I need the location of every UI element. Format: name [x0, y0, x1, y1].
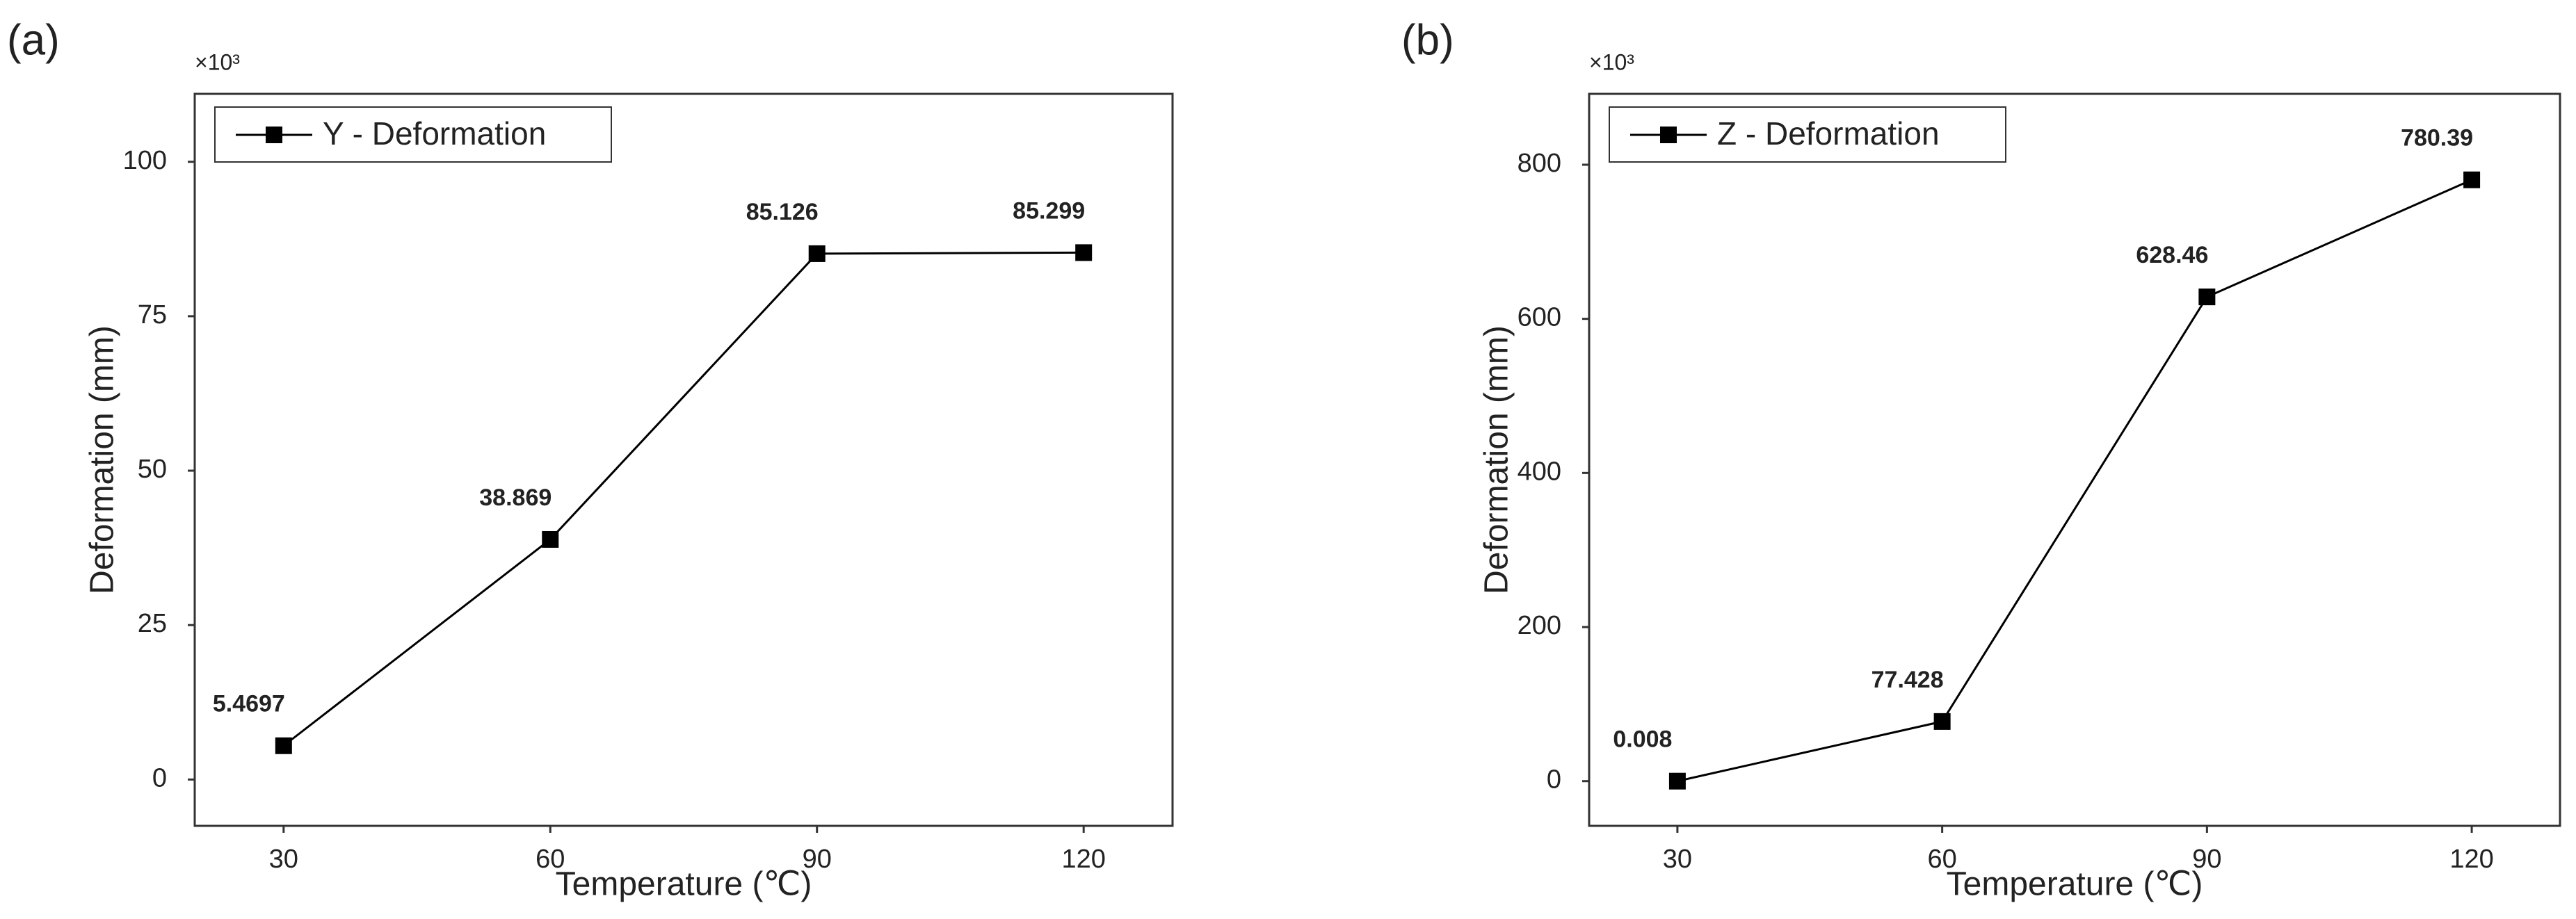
y-tick-label: 800: [1518, 149, 1561, 178]
data-marker: [1933, 713, 1951, 730]
axis-multiplier: ×10³: [195, 49, 240, 74]
data-marker: [275, 737, 292, 754]
data-marker: [542, 530, 559, 548]
panel-label: (b): [1401, 16, 1454, 64]
x-tick-label: 30: [1663, 845, 1692, 874]
legend-marker: [266, 127, 282, 143]
y-tick-label: 75: [138, 300, 167, 330]
plot-frame: [1588, 92, 2561, 827]
y-tick-label: 25: [138, 609, 167, 638]
data-label: 0.008: [1613, 726, 1672, 753]
data-label: 780.39: [2401, 125, 2473, 152]
x-tick-label: 90: [2192, 845, 2221, 874]
data-line: [282, 251, 1084, 747]
x-axis-label: Temperature (℃): [556, 866, 812, 903]
legend-label: Z - Deformation: [1717, 115, 1940, 152]
x-tick-label: 90: [803, 845, 832, 874]
y-tick-label: 0: [152, 763, 167, 792]
y-tick-label: 400: [1518, 457, 1561, 486]
data-marker: [2463, 171, 2481, 188]
x-tick-label: 60: [1927, 845, 1956, 874]
data-marker: [1075, 244, 1093, 261]
data-line: [1677, 179, 2472, 783]
data-label: 77.428: [1871, 667, 1944, 693]
panel-label: (a): [7, 16, 60, 64]
data-marker: [808, 245, 826, 262]
data-label: 5.4697: [213, 691, 285, 717]
legend-label: Y - Deformation: [323, 115, 546, 152]
data-label: 628.46: [2136, 242, 2208, 268]
data-marker: [2198, 288, 2216, 306]
x-axis-label: Temperature (℃): [1947, 866, 2203, 903]
legend-box: [214, 106, 612, 163]
data-label: 85.126: [746, 199, 819, 225]
y-tick-label: 600: [1518, 303, 1561, 332]
x-tick-label: 120: [1061, 845, 1105, 874]
x-tick-label: 60: [536, 845, 565, 874]
x-tick-label: 30: [269, 845, 298, 874]
y-axis-label: Deformation (mm): [1479, 325, 1515, 594]
axis-multiplier: ×10³: [1589, 49, 1634, 74]
x-tick-label: 120: [2449, 845, 2493, 874]
y-tick-label: 0: [1547, 765, 1561, 795]
plot-frame: [193, 92, 1174, 827]
data-label: 85.299: [1013, 197, 1085, 224]
data-label: 38.869: [479, 485, 552, 511]
legend-marker: [1660, 127, 1677, 143]
y-tick-label: 50: [138, 455, 167, 484]
y-tick-label: 100: [123, 146, 167, 175]
y-tick-label: 200: [1518, 611, 1561, 640]
y-axis-label: Deformation (mm): [84, 325, 121, 594]
data-marker: [1668, 772, 1686, 790]
